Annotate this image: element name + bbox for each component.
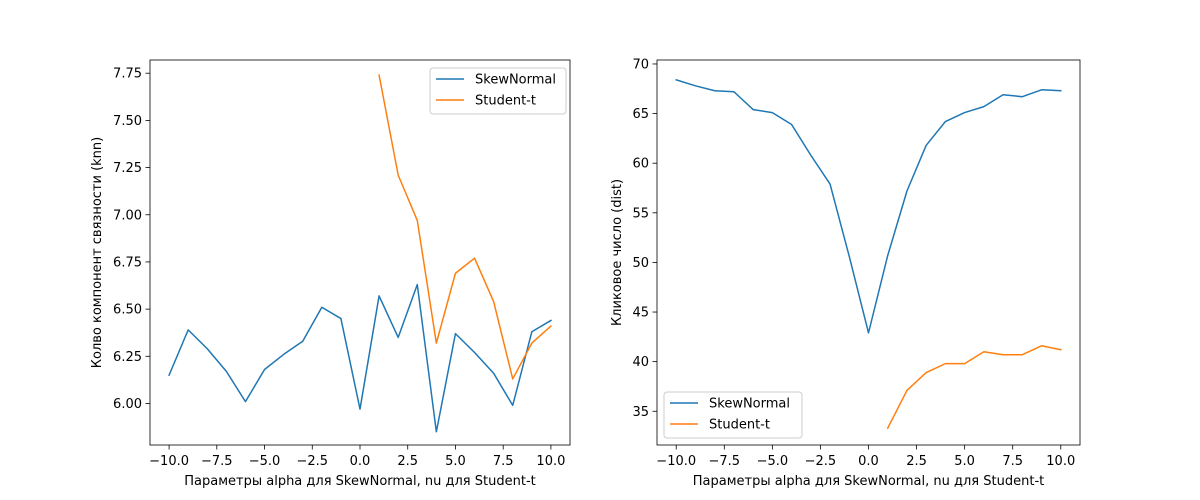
y-tick-label: 50 [632,256,649,271]
legend: SkewNormal Student-t [429,67,567,115]
y-tick-label: 6.50 [113,303,142,318]
x-tick-label: 10.0 [536,454,565,469]
y-tick-label: 70 [632,57,649,72]
y-tick-label: 7.00 [113,208,142,223]
x-tick-label: 7.5 [1002,454,1023,469]
x-tick-label: −10.0 [656,454,696,469]
y-tick-label: 65 [632,107,649,122]
chart-panel-1: −10.0 −7.5 −5.0 −2.5 0.0 2.5 5.0 7.5 10.0 6.00 6.2… [90,59,571,489]
y-tick-label: 6.00 [113,397,142,412]
legend-box [663,391,803,439]
x-tick-label: 10.0 [1046,454,1075,469]
legend-label-skewnormal: SkewNormal [475,73,556,88]
legend-label-student-t: Student-t [709,418,770,433]
y-tick-label: 45 [632,306,649,321]
legend: SkewNormal Student-t [663,391,803,439]
y-tick-label: 60 [632,157,649,172]
y-tick-label: 35 [632,405,649,420]
x-tick-label: −2.5 [805,454,837,469]
x-tick-label: 2.5 [906,454,927,469]
x-axis-label: Параметры alpha для SkewNormal, nu для S… [184,474,535,489]
y-tick-label: 7.25 [113,161,142,176]
x-tick-label: 5.0 [954,454,975,469]
x-tick-label: −7.5 [201,454,233,469]
x-tick-label: 2.5 [397,454,418,469]
y-axis-label: Кликовое число (dist) [610,179,625,326]
series-line-student-t [378,74,552,380]
x-tick-label: −5.0 [757,454,789,469]
y-tick-label: 7.75 [113,67,142,82]
plot-frame [149,59,571,446]
x-tick-label: −10.0 [149,454,189,469]
chart-panel-2: −10.0 −7.5 −5.0 −2.5 0.0 2.5 5.0 7.5 10.0 35 40 45 5… [610,57,1081,489]
x-axis-label: Параметры alpha для SkewNormal, nu для S… [693,474,1044,489]
y-tick-label: 6.25 [113,350,142,365]
x-tick-label: 0.0 [350,454,371,469]
y-tick-label: 6.75 [113,255,142,270]
x-tick-label: −7.5 [709,454,741,469]
y-tick-label: 40 [632,355,649,370]
legend-label-student-t: Student-t [475,94,536,109]
x-tick-label: 5.0 [445,454,466,469]
x-tick-label: 7.5 [493,454,514,469]
series-line-student-t [886,345,1062,430]
y-tick-label: 7.50 [113,114,142,129]
series-line-skewnormal [168,283,552,433]
y-tick-label: 55 [632,206,649,221]
x-tick-label: −5.0 [249,454,281,469]
plot-frame [656,59,1081,446]
series-line-skewnormal [675,78,1062,334]
x-tick-label: 0.0 [858,454,879,469]
y-axis-label: Колво компонент связности (knn) [90,137,105,368]
legend-label-skewnormal: SkewNormal [709,397,790,412]
x-tick-label: −2.5 [296,454,328,469]
